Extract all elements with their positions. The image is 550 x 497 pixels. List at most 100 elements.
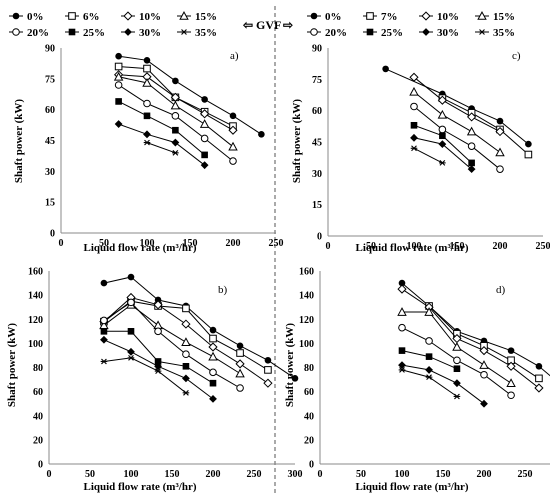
data-point <box>143 64 151 73</box>
series-line <box>118 100 205 156</box>
data-point <box>525 140 532 148</box>
data-point <box>382 65 389 73</box>
data-point <box>114 62 123 71</box>
y-tick-label: 60 <box>304 387 314 398</box>
legend-left-item-0: 0% <box>9 11 44 23</box>
series-line <box>118 55 262 135</box>
y-tick-label: 20 <box>33 435 43 446</box>
series-line <box>118 76 234 148</box>
data-point <box>209 394 217 403</box>
legend-label: 20% <box>325 27 347 39</box>
x-tick-label: 250 <box>247 469 262 480</box>
data-point <box>228 141 238 151</box>
legend-right-item-0: 0% <box>307 11 342 23</box>
x-tick-label: 300 <box>288 469 303 480</box>
x-tick-label: 0 <box>59 238 64 249</box>
data-point <box>452 342 462 351</box>
legend-right-item-3: 15% <box>475 11 515 23</box>
legend-marker-circle-open <box>310 28 318 36</box>
data-point <box>398 347 406 354</box>
x-tick-label: 150 <box>450 241 465 252</box>
data-point <box>453 393 461 400</box>
series-line <box>103 357 187 394</box>
series-line <box>118 123 205 166</box>
data-point <box>437 109 448 119</box>
y-axis-label: Shaft power (kW) <box>6 323 18 407</box>
chart-panel-d: 0 50 100 150 200 250 300 0 20 40 60 80 100 120 140 160 L… <box>284 267 550 493</box>
data-point <box>100 279 108 287</box>
y-tick-label: 0 <box>317 232 322 243</box>
legend-label: 10% <box>437 11 459 23</box>
legend-marker-star <box>180 29 188 35</box>
data-point <box>143 130 151 139</box>
data-point <box>209 379 217 387</box>
legend-label: 15% <box>195 11 217 23</box>
data-point <box>397 284 407 294</box>
data-point <box>467 142 476 150</box>
y-tick-label: 15 <box>312 200 322 211</box>
legend-marker-square-filled <box>366 28 374 36</box>
series-25pct <box>410 121 475 167</box>
series-line <box>442 97 529 155</box>
series-30pct <box>410 133 476 174</box>
series-30pct <box>100 335 217 403</box>
x-axis-label: Liquid flow rate (m³/hr) <box>356 242 469 254</box>
legend-marker-star <box>478 29 486 35</box>
x-tick-label: 50 <box>99 238 109 249</box>
legend-right-item-2: 10% <box>419 11 459 23</box>
data-point <box>208 342 218 352</box>
series-25pct <box>398 347 461 373</box>
data-point <box>425 374 433 381</box>
data-point <box>113 71 124 81</box>
x-tick-label: 100 <box>407 241 422 252</box>
data-point <box>496 165 504 173</box>
y-tick-label: 60 <box>33 387 43 398</box>
data-point <box>201 96 208 103</box>
x-tick-label: 200 <box>493 241 508 252</box>
data-point <box>154 368 162 374</box>
data-point <box>181 319 191 329</box>
data-point <box>153 300 163 310</box>
legend-left-item-3: 15% <box>177 11 217 23</box>
chart-panel-b: 0 50 100 150 200 250 300 0 20 40 60 80 100 120 140 160 L… <box>6 267 303 494</box>
series-35pct <box>410 145 446 166</box>
data-point <box>264 366 272 374</box>
legend-left-item-5: 25% <box>65 27 105 39</box>
y-tick-label: 15 <box>45 198 55 209</box>
panel-tag: a) <box>230 50 239 62</box>
series-0pct <box>382 65 532 148</box>
x-tick-label: 0 <box>326 241 331 252</box>
x-tick-label: 50 <box>85 469 95 480</box>
legend-label: 0% <box>325 11 342 23</box>
series-0pct <box>398 279 550 377</box>
data-point <box>258 131 265 138</box>
data-point <box>182 362 190 370</box>
data-point <box>172 149 179 156</box>
series-20pct <box>398 323 515 400</box>
legend-label: 35% <box>195 27 217 39</box>
series-0pct <box>100 273 299 382</box>
x-tick-label: 200 <box>206 469 221 480</box>
series-35pct <box>100 354 190 396</box>
legend-label: 15% <box>493 11 515 23</box>
data-point <box>495 126 505 137</box>
data-point <box>453 379 461 388</box>
legend-marker-circle-filled <box>12 12 20 20</box>
x-axis-label: Liquid flow rate (m³/hr) <box>84 481 197 493</box>
series-line <box>103 304 241 374</box>
data-point <box>114 81 123 89</box>
x-tick-label: 250 <box>518 469 533 480</box>
y-tick-label: 60 <box>312 106 322 117</box>
data-point <box>200 161 209 170</box>
data-point <box>170 100 181 110</box>
y-tick-label: 60 <box>45 105 55 116</box>
data-point <box>154 296 162 304</box>
y-tick-label: 80 <box>33 363 43 374</box>
legend-right-item-4: 20% <box>307 27 347 39</box>
data-point <box>410 133 418 142</box>
data-point <box>397 307 407 316</box>
data-point <box>182 304 190 313</box>
data-point <box>236 384 244 392</box>
data-point <box>100 316 108 325</box>
data-point <box>507 347 515 354</box>
